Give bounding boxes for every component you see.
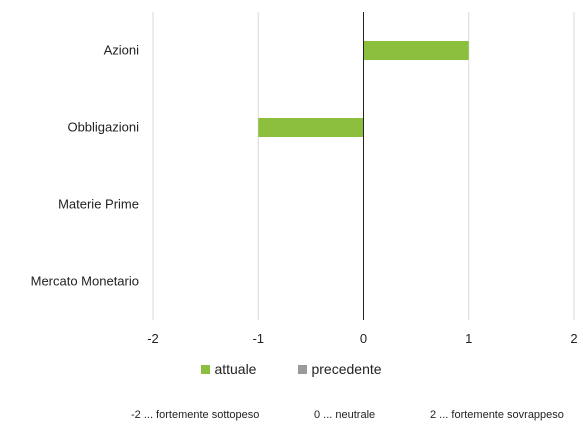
legend-label-attuale: attuale xyxy=(214,361,257,377)
x-tick-label-4: 2 xyxy=(570,331,577,345)
category-label-3: Mercato Monetario xyxy=(31,274,139,289)
x-tick-label-2: 0 xyxy=(360,331,367,345)
legend-swatch-precedente xyxy=(298,364,308,374)
note-neutrale: 0 ... neutrale xyxy=(314,409,376,421)
x-tick-label-3: 1 xyxy=(465,331,472,345)
legend-label-precedente: precedente xyxy=(311,361,382,377)
category-label-2: Materie Prime xyxy=(58,197,139,212)
gridlines xyxy=(152,12,575,320)
legend: attuale precedente xyxy=(0,359,583,379)
x-tick-labels: -2 -1 0 1 2 xyxy=(147,331,577,345)
legend-item-attuale: attuale xyxy=(201,359,256,379)
legend-item-precedente: precedente xyxy=(298,359,382,379)
bars xyxy=(258,41,469,137)
note-sovrappeso: 2 ... fortemente sovrappeso xyxy=(430,409,564,421)
note-sottopeso: -2 ... fortemente sottopeso xyxy=(131,409,260,421)
chart: Azioni Obbligazioni Materie Prime Mercato M… xyxy=(31,12,578,345)
legend-swatch-attuale xyxy=(201,364,211,374)
bar-attuale-1 xyxy=(258,118,364,137)
x-tick-label-1: -1 xyxy=(252,331,264,345)
category-label-0: Azioni xyxy=(104,43,140,58)
x-tick-label-0: -2 xyxy=(147,331,159,345)
category-label-1: Obbligazioni xyxy=(67,120,139,135)
category-labels: Azioni Obbligazioni Materie Prime Mercato M… xyxy=(31,43,140,289)
bar-attuale-0 xyxy=(363,41,469,60)
